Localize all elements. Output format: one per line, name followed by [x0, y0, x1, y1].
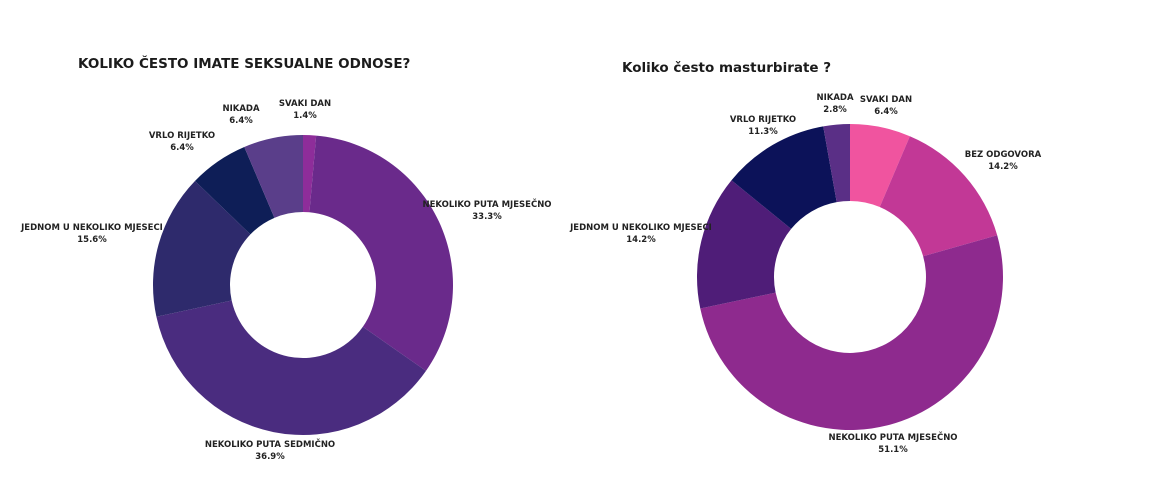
donut-slice [850, 124, 910, 208]
slice-value-label: 6.4% [170, 143, 194, 153]
donut-slice [194, 146, 275, 235]
donut-slice [303, 135, 317, 213]
chart-title: Koliko često masturbirate ? [622, 60, 831, 76]
chart-sexual-frequency: KOLIKO ČESTO IMATE SEKSUALNE ODNOSE? SVA… [20, 54, 551, 462]
slice-category-label: VRLO RIJETKO [149, 131, 215, 141]
slice-value-label: 11.3% [748, 127, 778, 137]
donut-slices [153, 135, 453, 436]
slice-labels: SVAKI DAN 1.4% NEKOLIKO PUTA MJESEČNO 33.3%… [20, 99, 551, 462]
slice-value-label: 33.3% [472, 212, 502, 222]
donut-slice [731, 126, 837, 229]
donut-slice [156, 300, 426, 436]
slice-category-label: NEKOLIKO PUTA MJESEČNO [422, 198, 551, 210]
slice-category-label: SVAKI DAN [860, 95, 912, 105]
slice-value-label: 2.8% [823, 105, 847, 115]
slice-value-label: 15.6% [77, 235, 107, 245]
slice-category-label: NIKADA [816, 93, 853, 103]
donut-slices [696, 124, 1003, 430]
slice-value-label: 14.2% [626, 235, 656, 245]
donut-slice [309, 135, 453, 371]
slice-value-label: 6.4% [874, 107, 898, 117]
donut-slice [696, 180, 792, 309]
donut-slice [823, 124, 850, 203]
donut-slice [153, 180, 251, 317]
donut-slice [700, 235, 1003, 430]
slice-category-label: VRLO RIJETKO [730, 115, 796, 125]
donut-slice [244, 135, 303, 218]
slice-category-label: SVAKI DAN [279, 99, 331, 109]
chart-masturbation-frequency: Koliko često masturbirate ? SVAKI DAN 6.4… [569, 60, 1042, 455]
slice-category-label: NEKOLIKO PUTA MJESEČNO [828, 431, 957, 443]
slice-category-label: JEDNOM U NEKOLIKO MJESECI [20, 223, 163, 233]
slice-category-label: BEZ ODGOVORA [965, 150, 1042, 160]
chart-title: KOLIKO ČESTO IMATE SEKSUALNE ODNOSE? [78, 54, 410, 72]
slice-category-label: NEKOLIKO PUTA SEDMIČNO [205, 438, 335, 450]
slice-labels: SVAKI DAN 6.4% BEZ ODGOVORA 14.2% NEKOLIKO P… [569, 93, 1042, 455]
slice-value-label: 6.4% [229, 116, 253, 126]
slice-value-label: 51.1% [878, 445, 908, 455]
slice-value-label: 14.2% [988, 162, 1018, 172]
slice-category-label: NIKADA [222, 104, 259, 114]
donut-slice [879, 136, 998, 257]
slice-value-label: 1.4% [293, 111, 317, 121]
slice-category-label: JEDNOM U NEKOLIKO MJESECI [569, 223, 712, 233]
slice-value-label: 36.9% [255, 452, 285, 462]
